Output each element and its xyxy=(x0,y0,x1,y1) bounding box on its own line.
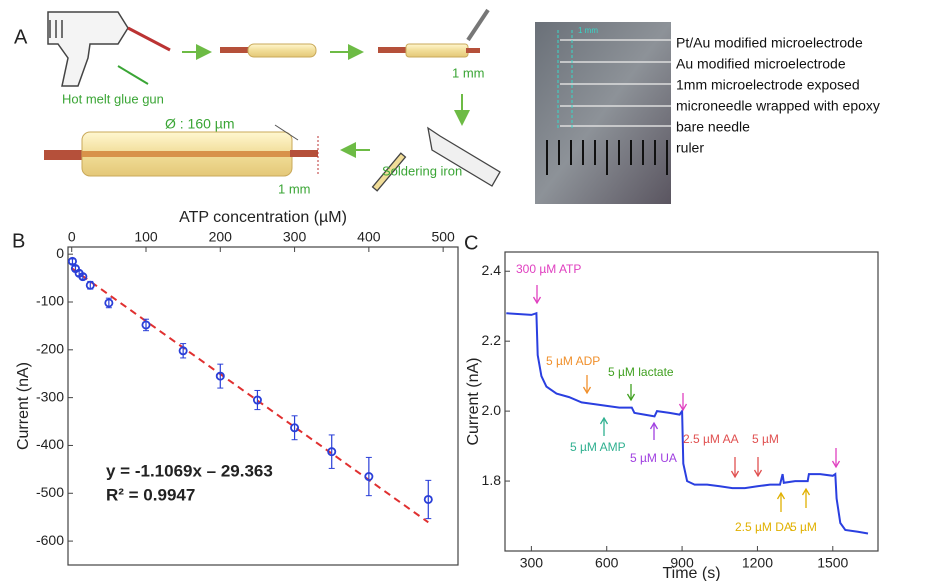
photo-label: microneedle wrapped with epoxy xyxy=(676,98,880,114)
data-point xyxy=(141,320,151,330)
photo-label: Pt/Au modified microelectrode xyxy=(676,35,863,51)
leader xyxy=(274,124,299,141)
x-tick-label: 300 xyxy=(283,229,307,245)
data-point xyxy=(252,395,262,405)
panel-a: A Hot melt glue gun 1 mm Soldering iron … xyxy=(14,8,671,204)
x-tick-label: 0 xyxy=(68,229,76,245)
y-tick-label: -500 xyxy=(36,484,64,500)
x-tick-label: 1200 xyxy=(742,555,773,571)
annotation: 300 µM ATP xyxy=(516,262,581,276)
wire xyxy=(44,150,84,160)
x-tick-label: 200 xyxy=(209,229,233,245)
data-point xyxy=(85,280,95,290)
arrow-head xyxy=(532,296,542,305)
data-point xyxy=(178,346,188,356)
line xyxy=(506,311,869,535)
data-point xyxy=(67,256,77,266)
annotation: 5 µM lactate xyxy=(608,365,674,379)
wire-tip xyxy=(466,48,480,53)
y-axis-label: Current (nA) xyxy=(15,362,32,450)
arrow-head xyxy=(776,491,786,500)
annotation: 5 µM UA xyxy=(630,451,677,465)
dimension: Ø : 160 µm xyxy=(165,116,235,132)
y-axis-label: Current (nA) xyxy=(465,357,482,445)
y-tick-label: 2.4 xyxy=(482,262,502,278)
dimension: 1 mm xyxy=(278,181,311,196)
x-tick-label: 100 xyxy=(134,229,158,245)
x-tick-label: 1500 xyxy=(817,555,848,571)
fit-r2: R² = 0.9947 xyxy=(106,485,195,504)
step-label: Soldering iron xyxy=(382,163,462,178)
dimension: 1 mm xyxy=(452,65,485,80)
wire-tip xyxy=(290,150,318,157)
annotation: 2.5 µM DA xyxy=(735,520,792,534)
arrow-head xyxy=(730,470,740,479)
fit-equation: y = -1.1069x – 29.363 xyxy=(106,461,273,480)
annotation: 5 µM xyxy=(752,432,779,446)
y-tick-label: -300 xyxy=(36,388,64,404)
x-axis-label: Time (s) xyxy=(662,565,720,581)
y-tick-label: 2.0 xyxy=(482,402,502,418)
annotation: 5 µM AMP xyxy=(570,440,626,454)
arrow-head xyxy=(582,386,592,395)
fit-line xyxy=(71,267,429,524)
arrow-head xyxy=(649,421,659,430)
ruler-ticks xyxy=(546,140,668,175)
annotation: 5 µM xyxy=(790,520,817,534)
x-tick-label: 300 xyxy=(520,555,544,571)
arrow-head xyxy=(626,393,636,402)
x-tick-label: 500 xyxy=(431,229,455,245)
panel-label: C xyxy=(464,232,478,254)
annotation: 5 µM ADP xyxy=(546,354,600,368)
y-tick-label: 2.2 xyxy=(482,332,502,348)
data-point xyxy=(78,272,88,282)
step-label: Hot melt glue gun xyxy=(62,91,164,106)
data-point xyxy=(104,298,114,308)
plot-frame xyxy=(67,246,459,566)
photo xyxy=(535,22,671,204)
glue-gun-icon xyxy=(47,11,171,87)
arrow-head xyxy=(801,487,811,496)
data-point xyxy=(364,472,374,482)
arrow-head xyxy=(753,469,763,478)
photo-label: bare needle xyxy=(676,119,750,135)
arrow-head xyxy=(678,403,688,412)
wire xyxy=(378,47,408,53)
x-tick-label: 400 xyxy=(357,229,381,245)
data-point xyxy=(327,447,337,457)
photo-label: 1mm microelectrode exposed xyxy=(676,77,860,93)
rod xyxy=(405,43,469,58)
plot-frame xyxy=(504,251,879,552)
needles xyxy=(560,39,671,127)
soldering-iron-icon xyxy=(371,126,501,192)
y-tick-label: -100 xyxy=(36,293,64,309)
panel-label: A xyxy=(14,26,28,48)
photo-scale: 1 mm xyxy=(578,26,598,35)
y-tick-label: 0 xyxy=(56,245,64,261)
x-tick-label: 900 xyxy=(670,555,694,571)
data-point xyxy=(423,494,433,504)
panel-label: B xyxy=(12,230,25,252)
core xyxy=(82,151,292,157)
y-tick-label: -200 xyxy=(36,341,64,357)
rod xyxy=(247,43,317,58)
annotation: 2.5 µM AA xyxy=(683,432,739,446)
x-axis-label: ATP concentration (µM) xyxy=(179,209,347,226)
data-point xyxy=(290,423,300,433)
arrow-head xyxy=(831,460,841,469)
data-point xyxy=(215,371,225,381)
y-tick-label: 1.8 xyxy=(482,472,502,488)
photo-label: Au modified microelectrode xyxy=(676,56,846,72)
photo-label: ruler xyxy=(676,140,704,156)
blade xyxy=(466,8,490,42)
y-tick-label: -600 xyxy=(36,532,64,548)
arrow xyxy=(117,65,149,85)
arrow-head xyxy=(599,416,609,425)
x-tick-label: 600 xyxy=(595,555,619,571)
y-tick-label: -400 xyxy=(36,436,64,452)
wire xyxy=(220,47,250,53)
